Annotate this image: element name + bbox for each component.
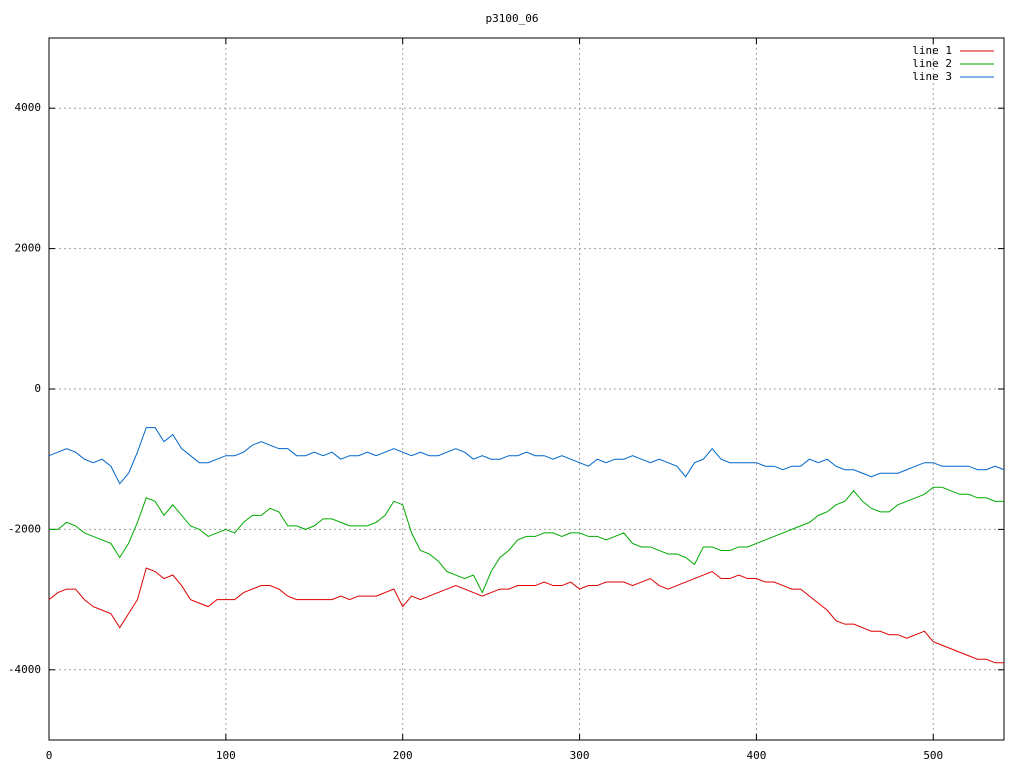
x-tick-label: 200 xyxy=(393,749,413,762)
x-tick-label: 0 xyxy=(46,749,53,762)
x-tick-label: 300 xyxy=(570,749,590,762)
line-series xyxy=(48,567,1004,664)
chart-title: p3100_06 xyxy=(486,12,539,25)
y-tick-label: -2000 xyxy=(8,522,41,535)
x-tick-label: 500 xyxy=(923,749,943,762)
y-tick-label: -4000 xyxy=(8,663,41,676)
legend-label: line 3 xyxy=(912,70,952,83)
legend-label: line 2 xyxy=(912,57,952,70)
line-series xyxy=(49,486,1004,594)
y-tick-label: 0 xyxy=(34,382,41,395)
x-tick-label: 400 xyxy=(746,749,766,762)
y-tick-label: 4000 xyxy=(15,101,42,114)
legend-label: line 1 xyxy=(912,44,952,57)
plot-border xyxy=(48,37,1005,741)
x-tick-label: 100 xyxy=(216,749,236,762)
line-series xyxy=(48,427,1005,485)
y-tick-label: 2000 xyxy=(15,242,42,255)
